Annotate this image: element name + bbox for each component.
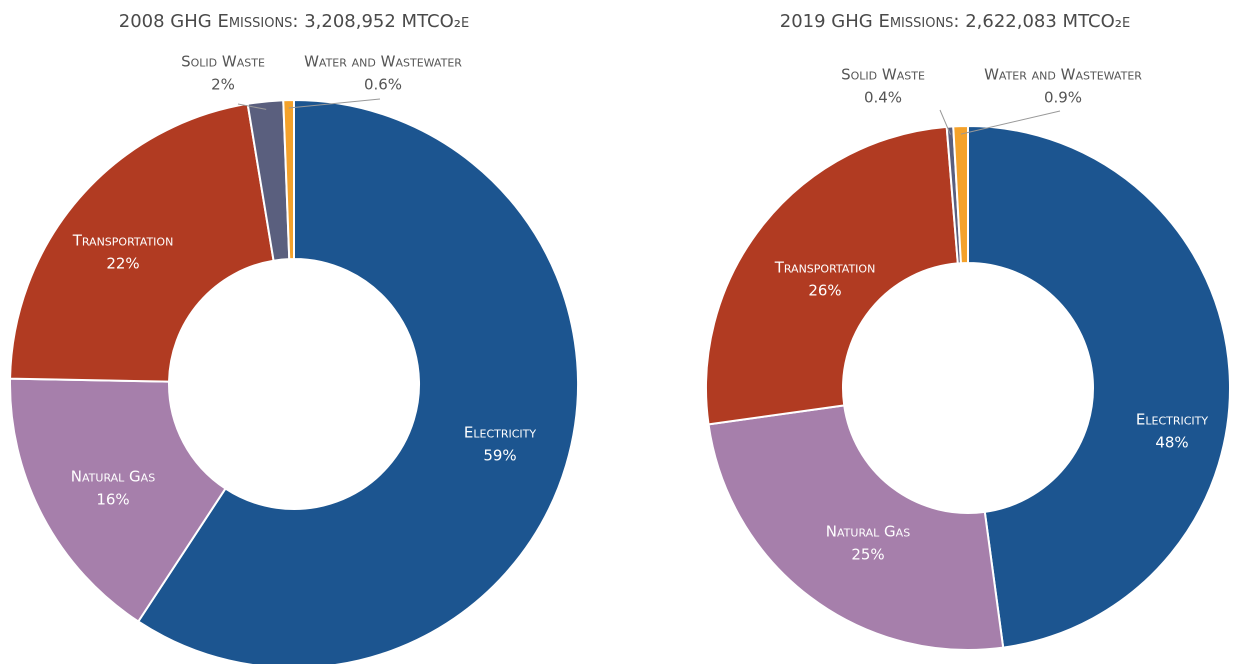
slice-value: 0.6% bbox=[364, 76, 402, 94]
donut-slice bbox=[9, 102, 275, 383]
slice-label: Transportation bbox=[774, 259, 876, 277]
chart-title: 2019 GHG Emissions: 2,622,083 MTCO₂e bbox=[780, 11, 1130, 32]
slice-value: 48% bbox=[1155, 434, 1188, 452]
slice-value: 26% bbox=[808, 282, 841, 300]
donut-slice bbox=[282, 98, 295, 261]
leader-line bbox=[288, 98, 381, 109]
slice-label: Natural Gas bbox=[826, 523, 910, 541]
slice-value: 16% bbox=[96, 491, 129, 509]
slice-label: Electricity bbox=[1136, 411, 1208, 429]
leader-line bbox=[237, 103, 267, 110]
donut-slice bbox=[136, 98, 579, 664]
slice-label: Transportation bbox=[72, 232, 174, 250]
slice-label: Natural Gas bbox=[71, 468, 155, 486]
slice-value: 0.4% bbox=[864, 89, 902, 107]
donut-slice bbox=[707, 404, 1005, 651]
donut-slice bbox=[705, 125, 959, 426]
leader-line bbox=[960, 110, 1061, 135]
slice-value: 59% bbox=[483, 447, 516, 465]
donut-slice bbox=[9, 377, 227, 623]
donut-slice bbox=[952, 124, 969, 265]
slice-value: 22% bbox=[106, 255, 139, 273]
donut-slice bbox=[967, 124, 1231, 649]
slice-label: Solid Waste bbox=[841, 66, 925, 84]
slice-value: 0.9% bbox=[1044, 89, 1082, 107]
slice-label: Electricity bbox=[464, 424, 536, 442]
chart-title: 2008 GHG Emissions: 3,208,952 MTCO₂e bbox=[119, 11, 469, 32]
slice-label: Solid Waste bbox=[181, 53, 265, 71]
slice-value: 2% bbox=[211, 76, 235, 94]
leader-line bbox=[939, 109, 951, 135]
slice-value: 25% bbox=[851, 546, 884, 564]
slice-label: Water and Wastewater bbox=[984, 66, 1142, 84]
slice-label: Water and Wastewater bbox=[304, 53, 462, 71]
